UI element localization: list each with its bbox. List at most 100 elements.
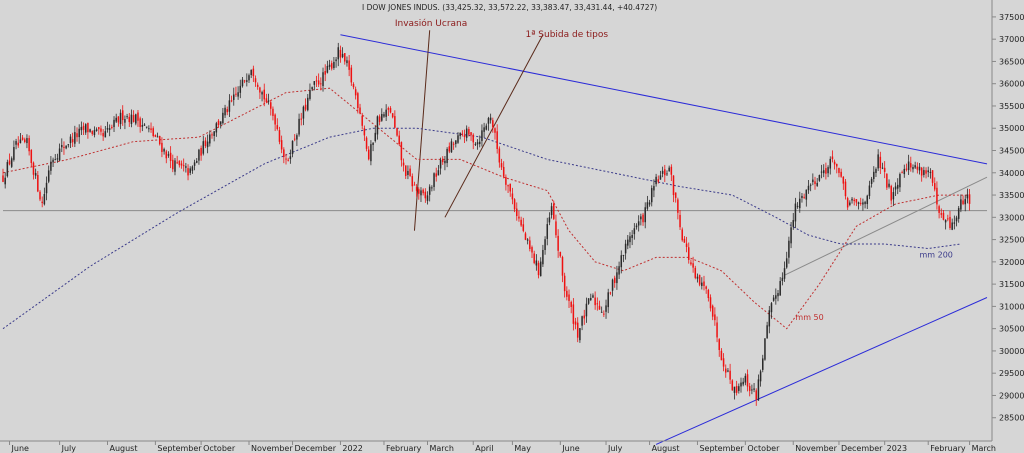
candle-body — [267, 100, 270, 102]
candle-body — [546, 224, 549, 239]
candle-body — [502, 166, 505, 177]
candle-body — [901, 172, 903, 174]
candle-body — [341, 53, 344, 58]
candle-body — [524, 233, 527, 240]
candle-body — [664, 169, 666, 176]
candle-body — [476, 142, 479, 145]
annotation-label: mm 200 — [920, 250, 953, 259]
candle-body — [119, 112, 122, 125]
y-tick-label: 35500 — [999, 102, 1024, 111]
x-tick-label: April — [475, 444, 493, 453]
candle-body — [37, 174, 39, 192]
candle-body — [32, 162, 35, 175]
candle-body — [868, 185, 871, 197]
candle-body — [102, 133, 104, 137]
candle-body — [230, 100, 233, 102]
candle-body — [801, 195, 803, 198]
candle-body — [642, 214, 644, 223]
candle-body — [923, 170, 925, 176]
candle-body — [250, 70, 252, 76]
candle-body — [633, 228, 636, 235]
candle-body — [653, 186, 655, 191]
candle-body — [352, 84, 355, 88]
candle-body — [526, 239, 529, 241]
candle-body — [888, 183, 890, 187]
candle-body — [864, 201, 866, 205]
candle-body — [152, 128, 154, 136]
candle-body — [631, 235, 633, 238]
candle-body — [182, 165, 185, 167]
candle-body — [348, 60, 350, 70]
candle-body — [694, 267, 697, 278]
candle-body — [933, 183, 936, 190]
candle-body — [200, 147, 202, 156]
candle-body — [241, 79, 244, 87]
candle-body — [472, 134, 474, 143]
candle-body — [705, 286, 707, 289]
x-tick-label: August — [652, 444, 680, 453]
candle-body — [26, 138, 28, 144]
candle-body — [629, 236, 631, 243]
y-tick-label: 36000 — [999, 80, 1024, 89]
candle-body — [910, 163, 912, 168]
candle-body — [165, 151, 168, 159]
candle-body — [563, 275, 566, 292]
candle-body — [113, 119, 115, 128]
candle-body — [714, 314, 716, 321]
candle-body — [668, 167, 670, 171]
candle-body — [17, 142, 20, 146]
candle-body — [263, 89, 266, 100]
candle-body — [8, 160, 11, 165]
candle-body — [124, 119, 126, 123]
candle-body — [692, 263, 694, 268]
annotation-label: mm 50 — [795, 313, 823, 322]
x-axis: June July August September October November De… — [9, 441, 996, 453]
candle-body — [6, 162, 9, 177]
candle-body — [729, 370, 731, 380]
candle-body — [82, 125, 85, 130]
candle-body — [300, 118, 303, 120]
candle-body — [145, 126, 148, 128]
candle-body — [553, 203, 555, 219]
candle-body — [603, 313, 605, 315]
candle-body — [866, 195, 869, 205]
candle-body — [576, 322, 579, 338]
candle-body — [764, 338, 766, 360]
candle-body — [500, 163, 503, 168]
candle-body — [298, 118, 300, 135]
candle-body — [674, 192, 677, 198]
candle-body — [579, 328, 581, 341]
candle-body — [855, 199, 858, 203]
candle-body — [198, 149, 200, 161]
candle-body — [718, 339, 720, 351]
candle-body — [191, 166, 194, 171]
candle-body — [533, 253, 535, 264]
candle-body — [69, 136, 72, 144]
candle-body — [444, 160, 446, 164]
candle-body — [394, 116, 396, 128]
candle-body — [807, 185, 810, 191]
candle-body — [953, 222, 956, 224]
candle-body — [71, 139, 74, 143]
candle-body — [518, 216, 520, 219]
candle-body — [511, 193, 514, 200]
candle-body — [831, 156, 834, 160]
candle-body — [790, 227, 792, 244]
candle-body — [108, 128, 111, 130]
candle-body — [309, 90, 311, 99]
candle-body — [61, 145, 63, 148]
candle-body — [531, 247, 533, 253]
candle-body — [167, 154, 170, 156]
chart-title: I DOW JONES INDUS. (33,425.32, 33,572.22… — [362, 3, 657, 12]
candle-body — [605, 305, 607, 312]
candle-body — [572, 304, 575, 324]
candle-body — [570, 301, 572, 307]
candle-body — [463, 135, 466, 138]
candle-body — [45, 182, 48, 194]
candle-body — [313, 81, 316, 85]
candle-body — [905, 168, 908, 170]
candle-body — [283, 149, 285, 158]
candle-body — [256, 84, 259, 87]
x-tick-label: July — [61, 444, 77, 453]
candle-body — [10, 158, 13, 167]
